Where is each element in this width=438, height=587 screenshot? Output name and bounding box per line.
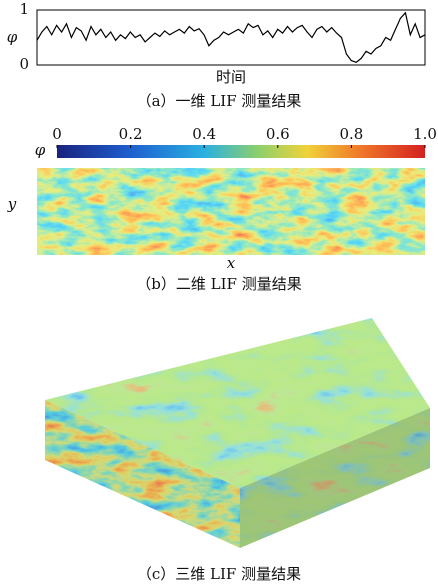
cube-image: [40, 310, 435, 555]
axes-frame: [37, 10, 425, 65]
colorbar-tick-label: 0.2: [119, 125, 143, 143]
caption: （c）三维 LIF 测量结果: [137, 565, 301, 583]
y-tick-label: 0: [19, 55, 29, 73]
heatmap-image: [37, 168, 425, 255]
caption: （b）二维 LIF 测量结果: [136, 275, 301, 293]
y-tick-label: 1: [19, 0, 29, 18]
x-axis-label: x: [227, 254, 236, 272]
figure: φ 时间 （a）一维 LIF 测量结果 φ y x （b）二维 LIF 测量结果…: [0, 0, 438, 587]
colorbar-label: φ: [35, 141, 46, 159]
colorbar-tick-label: 1.0: [413, 125, 437, 143]
line: [37, 13, 425, 63]
y-axis-label: y: [7, 195, 17, 213]
colorbar: [57, 145, 425, 158]
y-axis-label: φ: [7, 28, 18, 46]
caption: （a）一维 LIF 测量结果: [137, 92, 302, 110]
colorbar-tick-label: 0.4: [192, 125, 216, 143]
x-axis-label: 时间: [216, 68, 246, 86]
colorbar-tick-label: 0.6: [266, 125, 290, 143]
colorbar-tick-label: 0: [52, 125, 62, 143]
colorbar-tick-label: 0.8: [339, 125, 363, 143]
